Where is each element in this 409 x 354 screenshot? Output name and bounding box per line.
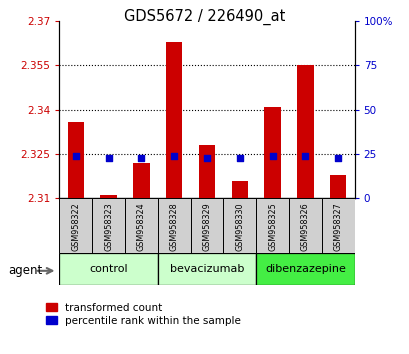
Bar (67, 121, 84, 198)
FancyBboxPatch shape (256, 198, 288, 253)
Point (269, 153, 275, 159)
FancyBboxPatch shape (321, 198, 354, 253)
FancyBboxPatch shape (157, 253, 256, 285)
FancyBboxPatch shape (190, 198, 223, 253)
Text: GSM958325: GSM958325 (267, 202, 276, 251)
Text: GSM958327: GSM958327 (333, 202, 342, 251)
Text: GSM958322: GSM958322 (71, 202, 80, 251)
Point (138, 155, 144, 160)
Bar (198, 145, 215, 198)
Text: GSM958329: GSM958329 (202, 202, 211, 251)
FancyBboxPatch shape (157, 198, 190, 253)
FancyBboxPatch shape (256, 253, 354, 285)
Text: bevacizumab: bevacizumab (169, 264, 244, 274)
Text: GSM958326: GSM958326 (300, 202, 309, 251)
Text: GDS5672 / 226490_at: GDS5672 / 226490_at (124, 9, 285, 25)
FancyBboxPatch shape (59, 253, 157, 285)
FancyBboxPatch shape (288, 198, 321, 253)
FancyBboxPatch shape (125, 198, 157, 253)
Text: GSM958324: GSM958324 (137, 202, 146, 251)
Point (301, 153, 308, 159)
Bar (264, 107, 280, 198)
Point (236, 155, 243, 160)
Text: agent: agent (8, 264, 43, 277)
Point (334, 155, 341, 160)
Text: dibenzazepine: dibenzazepine (264, 264, 345, 274)
Bar (166, 42, 182, 198)
Bar (100, 195, 117, 198)
Bar (133, 163, 149, 198)
FancyBboxPatch shape (223, 198, 256, 253)
Point (105, 155, 112, 160)
Text: GSM958328: GSM958328 (169, 202, 178, 251)
Bar (231, 181, 247, 198)
FancyBboxPatch shape (92, 198, 125, 253)
Text: GSM958330: GSM958330 (235, 202, 244, 251)
Point (203, 155, 210, 160)
Bar (329, 175, 346, 198)
Text: control: control (89, 264, 128, 274)
Legend: transformed count, percentile rank within the sample: transformed count, percentile rank withi… (46, 303, 240, 326)
Bar (297, 65, 313, 198)
Text: GSM958323: GSM958323 (104, 202, 113, 251)
Point (171, 153, 177, 159)
Point (72, 153, 79, 159)
FancyBboxPatch shape (59, 198, 92, 253)
